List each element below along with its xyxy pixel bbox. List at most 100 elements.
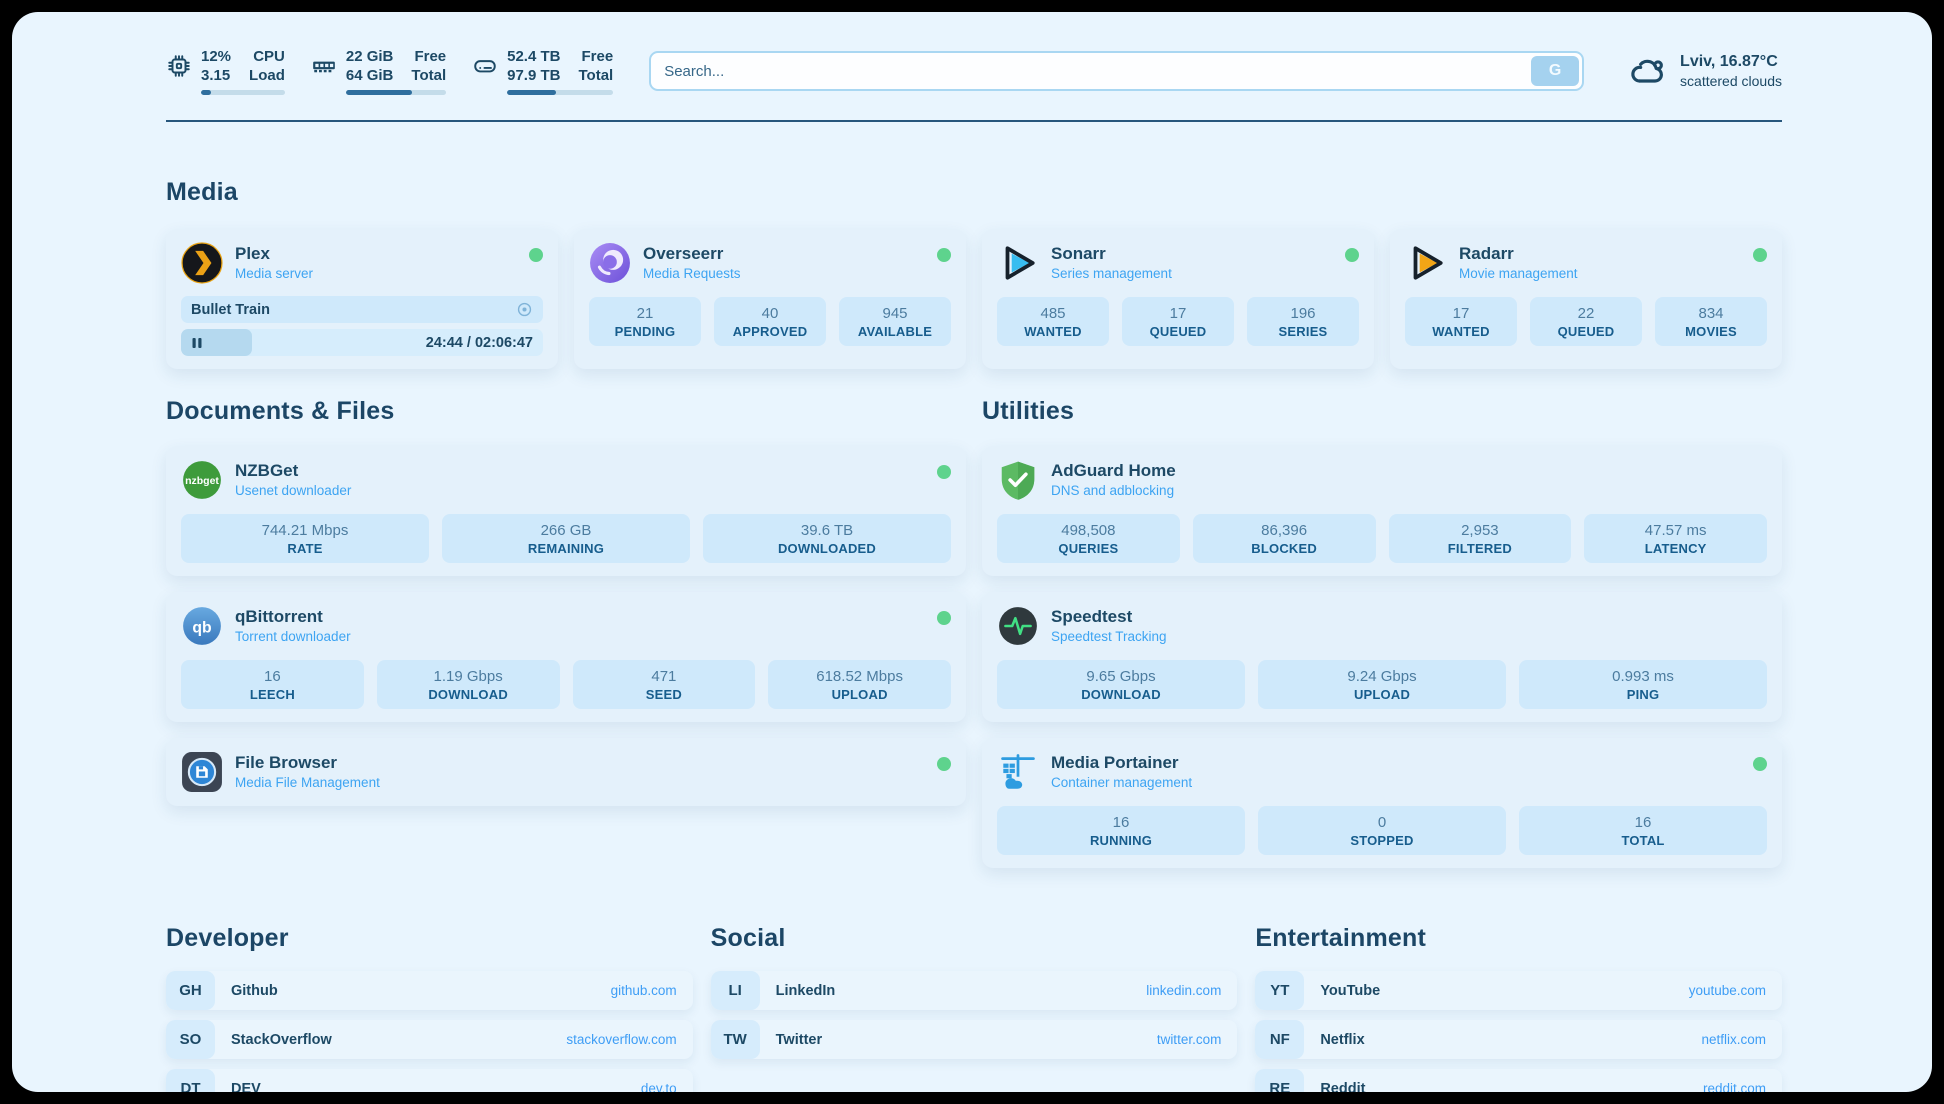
- app-subtitle: Movie management: [1459, 266, 1578, 281]
- app-name: Plex: [235, 244, 270, 263]
- link-abbr-badge: YT: [1255, 971, 1305, 1010]
- stat-download: 9.65 Gbps DOWNLOAD: [997, 660, 1245, 709]
- section-developer: Developer GH Github github.com SO StackO…: [166, 924, 693, 1092]
- qbittorrent-icon: qb: [181, 605, 223, 647]
- stat-queued: 22 QUEUED: [1530, 297, 1642, 346]
- ram-label-bottom: Total: [411, 67, 447, 84]
- app-subtitle: Torrent downloader: [235, 629, 351, 644]
- link-name: Reddit: [1320, 1080, 1366, 1093]
- link-stackoverflow[interactable]: SO StackOverflow stackoverflow.com: [166, 1020, 693, 1059]
- documents-section-title: Documents & Files: [166, 397, 395, 425]
- cpu-label-bottom: Load: [249, 67, 285, 84]
- radarr-card[interactable]: Radarr Movie management 17 WANTED 22 QUEUE…: [1390, 229, 1782, 369]
- link-abbr-badge: NF: [1255, 1020, 1305, 1059]
- app-name: NZBGet: [235, 461, 299, 480]
- stat-upload: 9.24 Gbps UPLOAD: [1258, 660, 1506, 709]
- stat-wanted: 17 WANTED: [1405, 297, 1517, 346]
- ram-stat: 22 GiB 64 GiB Free Total: [311, 47, 447, 95]
- app-name: Media Portainer: [1051, 753, 1179, 772]
- stat-filtered: 2,953 FILTERED: [1388, 514, 1572, 563]
- search-bar: G: [649, 51, 1585, 91]
- cpu-icon: [168, 55, 190, 77]
- link-dev[interactable]: DT DEV dev.to: [166, 1069, 693, 1092]
- app-subtitle: Usenet downloader: [235, 483, 352, 498]
- adguard-card[interactable]: AdGuard Home DNS and adblocking 498,508 Q…: [982, 446, 1782, 576]
- app-subtitle: Series management: [1051, 266, 1172, 281]
- app-name: File Browser: [235, 753, 338, 772]
- app-name: Overseerr: [643, 244, 724, 263]
- pause-icon: [192, 337, 202, 348]
- filebrowser-icon: [181, 751, 223, 793]
- app-subtitle: Media server: [235, 266, 314, 281]
- nzbget-card[interactable]: nzbget NZBGet Usenet downloader 744.21 M…: [166, 446, 966, 576]
- stat-movies: 834 MOVIES: [1655, 297, 1767, 346]
- link-name: YouTube: [1320, 982, 1381, 999]
- ram-progress-bar: [345, 90, 447, 95]
- filebrowser-card[interactable]: File Browser Media File Management: [166, 738, 966, 806]
- speedtest-card[interactable]: Speedtest Speedtest Tracking 9.65 Gbps DO…: [982, 592, 1782, 722]
- link-reddit[interactable]: RE Reddit reddit.com: [1255, 1069, 1782, 1092]
- app-name: Speedtest: [1051, 607, 1133, 626]
- now-playing-title-row: Bullet Train: [181, 296, 543, 323]
- plex-icon: [181, 242, 223, 284]
- media-type-icon[interactable]: [516, 301, 533, 318]
- weather-widget: Lviv, 16.87°C scattered clouds: [1628, 51, 1782, 91]
- app-subtitle: Media Requests: [643, 266, 741, 281]
- app-subtitle: Media File Management: [235, 775, 380, 790]
- weather-condition: scattered clouds: [1680, 73, 1782, 89]
- app-name: Sonarr: [1051, 244, 1106, 263]
- search-input[interactable]: [654, 62, 1532, 80]
- svg-text:nzbget: nzbget: [185, 475, 219, 487]
- plex-card[interactable]: Plex Media server Bullet Train: [166, 229, 558, 369]
- sonarr-icon: [997, 242, 1039, 284]
- status-dot-online: [529, 248, 543, 262]
- now-playing-title: Bullet Train: [191, 301, 270, 318]
- link-url: netflix.com: [1701, 1032, 1766, 1047]
- app-name: Radarr: [1459, 244, 1514, 263]
- sonarr-card[interactable]: Sonarr Series management 485 WANTED 17 QUE…: [982, 229, 1374, 369]
- overseerr-card[interactable]: Overseerr Media Requests 21 PENDING 40 APP…: [574, 229, 966, 369]
- stat-approved: 40 APPROVED: [714, 297, 826, 346]
- entertainment-section-title: Entertainment: [1255, 924, 1427, 952]
- stat-blocked: 86,396 BLOCKED: [1192, 514, 1376, 563]
- status-dot-online: [1753, 757, 1767, 771]
- link-github[interactable]: GH Github github.com: [166, 971, 693, 1010]
- link-name: DEV: [231, 1080, 261, 1093]
- link-url: reddit.com: [1702, 1081, 1766, 1092]
- ram-label-top: Free: [414, 48, 447, 65]
- stat-latency: 47.57 ms LATENCY: [1584, 514, 1767, 563]
- cpu-stat: 12% 3.15 CPU Load: [166, 47, 285, 95]
- portainer-icon: [997, 751, 1039, 793]
- link-abbr-badge: GH: [166, 971, 215, 1010]
- stat-queries: 498,508 QUERIES: [997, 514, 1180, 563]
- disk-progress-bar: [507, 90, 614, 95]
- portainer-card[interactable]: Media Portainer Container management 16 R…: [982, 738, 1782, 868]
- disk-label-top: Free: [581, 48, 614, 65]
- ram-icon: [313, 61, 335, 73]
- dashboard-page: 12% 3.15 CPU Load 22 GiB 64 GiB Free Total: [12, 12, 1932, 1092]
- system-stats: 12% 3.15 CPU Load 22 GiB 64 GiB Free Total: [166, 47, 614, 95]
- weather-location-temp: Lviv, 16.87°C: [1680, 53, 1778, 70]
- stat-seed: 471 SEED: [572, 660, 756, 709]
- link-url: github.com: [610, 983, 677, 998]
- link-abbr-badge: TW: [710, 1020, 760, 1059]
- status-dot-online: [937, 248, 951, 262]
- link-abbr-badge: LI: [710, 971, 760, 1010]
- developer-section-title: Developer: [166, 924, 289, 952]
- stat-available: 945 AVAILABLE: [839, 297, 951, 346]
- link-abbr-badge: RE: [1255, 1069, 1305, 1092]
- link-linkedin[interactable]: LI LinkedIn linkedin.com: [710, 971, 1238, 1010]
- stat-download: 1.19 Gbps DOWNLOAD: [376, 660, 560, 709]
- disk-total: 97.9 TB: [507, 67, 561, 84]
- link-name: Netflix: [1320, 1031, 1365, 1048]
- cpu-load-value: 3.15: [201, 67, 231, 84]
- social-section-title: Social: [710, 924, 786, 952]
- search-provider-button[interactable]: G: [1531, 56, 1580, 86]
- link-twitter[interactable]: TW Twitter twitter.com: [710, 1020, 1238, 1059]
- link-abbr-badge: SO: [166, 1020, 215, 1059]
- qbittorrent-card[interactable]: qb qBittorrent Torrent downloader 16 LEEC…: [166, 592, 966, 722]
- status-dot-online: [937, 465, 951, 479]
- link-netflix[interactable]: NF Netflix netflix.com: [1255, 1020, 1782, 1059]
- ram-free: 22 GiB: [345, 48, 394, 65]
- link-youtube[interactable]: YT YouTube youtube.com: [1255, 971, 1782, 1010]
